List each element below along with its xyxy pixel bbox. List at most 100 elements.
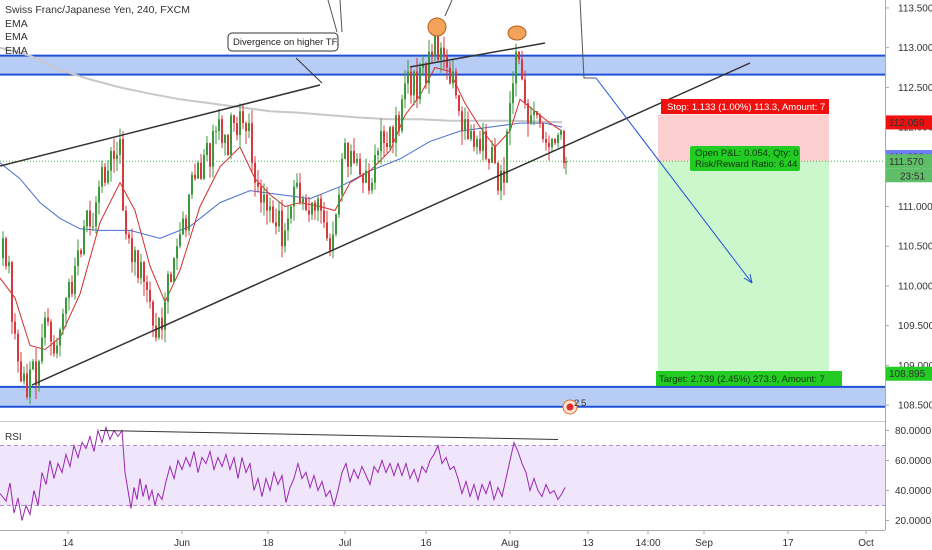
- candle-body: [308, 210, 310, 215]
- candle-body: [176, 246, 178, 259]
- candle-body: [539, 115, 541, 124]
- candle-body: [437, 35, 439, 60]
- last-price-tag-bg: [886, 154, 932, 169]
- time-tick-label: 18: [262, 538, 274, 549]
- symbol-title[interactable]: Swiss Franc/Japanese Yen, 240, FXCM: [5, 4, 191, 16]
- time-axis[interactable]: 14 Jun 18 Jul 16 Aug 13 14:00 Sep 17 Oct: [0, 530, 932, 550]
- time-tick-label: 13: [582, 538, 594, 549]
- candle-body: [182, 218, 184, 235]
- price-tick-label: 109.500: [898, 321, 932, 332]
- upper-trendline-2: [409, 42, 546, 68]
- price-axis[interactable]: 113.500113.000112.500112.000111.500111.0…: [885, 0, 932, 530]
- rsi-line: [0, 425, 566, 521]
- projection-arrowhead: [743, 273, 753, 284]
- candle-body: [512, 83, 514, 104]
- candle-body: [29, 369, 31, 398]
- candle-body: [425, 63, 427, 84]
- stop-price-tag-bg: [886, 115, 932, 130]
- candle-body: [509, 103, 511, 132]
- candle-body: [44, 317, 46, 338]
- candle-body: [476, 139, 478, 147]
- candle-body: [212, 131, 214, 167]
- candle-body: [467, 119, 469, 140]
- peak-marker-2: [507, 25, 527, 41]
- candle-body: [74, 266, 76, 294]
- stop-label: Stop: 1.133 (1.00%) 113.3, Amount: 7: [667, 102, 825, 113]
- rsi-pane[interactable]: [0, 425, 885, 521]
- risk-reward-ratio-label: Risk/Reward Ratio: 6.44: [695, 159, 797, 170]
- candle-body: [479, 139, 481, 151]
- candle-body: [116, 154, 118, 159]
- candle-body: [473, 131, 475, 147]
- candle-body: [344, 142, 346, 159]
- candle-body: [113, 150, 115, 159]
- candle-body: [305, 198, 307, 211]
- candle-body: [68, 281, 70, 298]
- price-tick-label: 113.500: [898, 3, 932, 14]
- chart-legend: Swiss Franc/Japanese Yen, 240, FXCM EMA …: [5, 4, 190, 58]
- rsi-tick-label: 40.0000: [895, 486, 932, 497]
- candle-body: [407, 71, 409, 84]
- lower-wedge-trendline: [31, 62, 751, 386]
- candle-body: [257, 182, 259, 187]
- candle-body: [137, 250, 139, 279]
- candle-body: [23, 373, 25, 382]
- callout-text: Divergence on higher TF.: [233, 37, 339, 48]
- candle-body: [515, 51, 517, 84]
- candle-body: [272, 206, 274, 223]
- time-tick-label: Sep: [695, 538, 713, 549]
- candle-body: [554, 139, 556, 143]
- time-tick-label: 17: [782, 538, 794, 549]
- time-tick-label: Jun: [174, 538, 190, 549]
- candle-body: [125, 210, 127, 235]
- candle-body: [362, 174, 364, 183]
- ema-legend-1[interactable]: EMA: [5, 17, 28, 30]
- candle-body: [77, 250, 79, 267]
- candle-body: [506, 131, 508, 183]
- candle-body: [389, 127, 391, 147]
- candle-body: [104, 166, 106, 183]
- trendline-drawings[interactable]: [0, 0, 753, 386]
- candle-body: [395, 115, 397, 143]
- ema-mid-line: [0, 122, 563, 239]
- candle-body: [374, 154, 376, 183]
- price-tick-label: 110.500: [898, 242, 932, 253]
- time-tick-label: Jul: [339, 538, 352, 549]
- candle-body: [56, 345, 58, 354]
- target-label: Target: 2.739 (2.45%) 273.9, Amount: 7: [659, 374, 825, 385]
- candle-body: [542, 123, 544, 140]
- candle-body: [251, 123, 253, 163]
- candle-body: [458, 95, 460, 112]
- candle-body: [50, 321, 52, 342]
- divergence-callout[interactable]: Divergence on higher TF.: [227, 32, 339, 52]
- rsi-band: [0, 445, 885, 506]
- candle-body: [284, 230, 286, 247]
- candle-body: [494, 146, 496, 163]
- callout-pointer: [295, 57, 323, 84]
- candle-body: [488, 158, 490, 163]
- candle-body: [524, 79, 526, 104]
- candle-body: [254, 162, 256, 183]
- ema-legend-3[interactable]: EMA: [5, 44, 28, 57]
- candle-body: [209, 142, 211, 167]
- ema-legend-2[interactable]: EMA: [5, 31, 28, 43]
- events-badge[interactable]: 2 5: [562, 398, 586, 415]
- candle-body: [287, 218, 289, 231]
- candle-body: [5, 238, 7, 267]
- candle-body: [545, 139, 547, 143]
- candle-body: [8, 262, 10, 267]
- candle-body: [41, 337, 43, 362]
- candle-body: [107, 170, 109, 183]
- rsi-label: RSI: [5, 432, 22, 443]
- target-price-tag-bg: [886, 366, 932, 381]
- candles: [2, 27, 567, 405]
- candle-body: [338, 194, 340, 215]
- candle-body: [179, 234, 181, 247]
- candle-body: [20, 361, 22, 382]
- candle-body: [62, 313, 64, 330]
- candle-body: [347, 142, 349, 167]
- candle-body: [551, 139, 553, 147]
- resistance-zone: [0, 55, 885, 75]
- candle-body: [92, 226, 94, 228]
